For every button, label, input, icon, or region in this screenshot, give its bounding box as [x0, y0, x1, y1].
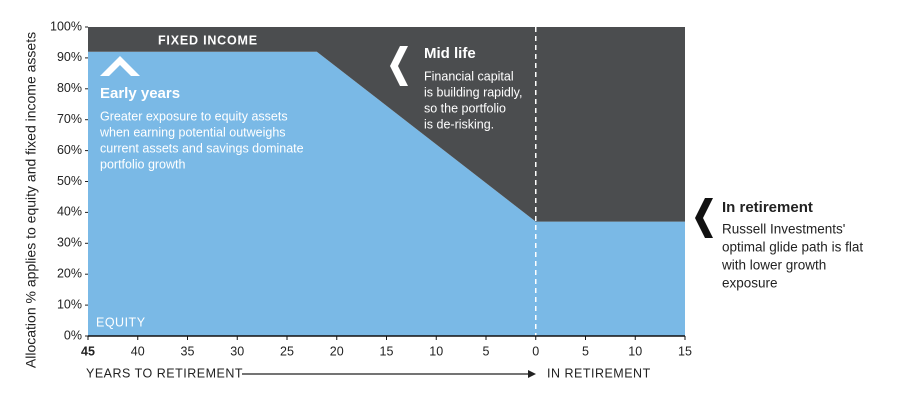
y-tick-label: 70% [57, 112, 82, 126]
series-label: EQUITY [96, 315, 146, 329]
y-tick-label: 50% [57, 174, 82, 188]
annotation-text: portfolio growth [100, 157, 186, 171]
annotation-text: so the portfolio [424, 101, 506, 115]
annotation-title: Early years [100, 85, 180, 102]
annotation-text: is building rapidly, [424, 85, 522, 99]
annotation-text: when earning potential outweighs [99, 125, 286, 139]
chevron-left [695, 198, 713, 238]
annotation-text: exposure [722, 276, 778, 291]
annotation-text: is de-risking. [424, 117, 494, 131]
annotation-text: Russell Investments' [722, 222, 845, 237]
annotation-text: Financial capital [424, 69, 514, 83]
y-tick-label: 10% [57, 297, 82, 311]
annotation-title: In retirement [722, 199, 813, 216]
x-tick-label: 10 [429, 344, 443, 358]
annotation-text: optimal glide path is flat [722, 240, 863, 255]
y-axis-label: Allocation % applies to equity and fixed… [23, 32, 39, 368]
annotation: In retirement Russell Investments' optim… [695, 198, 863, 291]
chevron-up [100, 56, 140, 76]
y-tick-label: 90% [57, 50, 82, 64]
arrow-head [528, 370, 536, 378]
y-tick-label: 30% [57, 236, 82, 250]
y-tick-label: 40% [57, 205, 82, 219]
y-tick-label: 20% [57, 266, 82, 280]
y-tick-label: 0% [64, 328, 82, 342]
annotation-title: Mid life [424, 45, 476, 62]
annotation-text: with lower growth [721, 258, 826, 273]
x-tick-label: 5 [582, 344, 589, 358]
x-tick-label: 30 [230, 344, 244, 358]
annotation-text: current assets and savings dominate [100, 141, 304, 155]
x-tick-label: 0 [532, 344, 539, 358]
x-tick-label: 15 [678, 344, 692, 358]
x-tick-label: 40 [131, 344, 145, 358]
plot-area [88, 27, 685, 336]
y-tick-label: 80% [57, 81, 82, 95]
x-tick-label: 5 [483, 344, 490, 358]
x-tick-label: 25 [280, 344, 294, 358]
x-tick-label: 20 [330, 344, 344, 358]
y-tick-label: 60% [57, 143, 82, 157]
x-tick-label: 15 [380, 344, 394, 358]
series-label: FIXED INCOME [158, 33, 258, 47]
annotation: Mid life Financial capital is building r… [390, 45, 522, 131]
annotation: Early years Greater exposure to equity a… [99, 56, 304, 171]
x-tick-label: 10 [628, 344, 642, 358]
x-axis-label: IN RETIREMENT [547, 366, 651, 380]
chevron-left [390, 46, 408, 86]
x-tick-label: 35 [181, 344, 195, 358]
x-axis-label: YEARS TO RETIREMENT [86, 366, 243, 380]
y-tick-label: 100% [50, 19, 82, 33]
x-tick-label: 45 [81, 344, 95, 358]
annotation-text: Greater exposure to equity assets [100, 109, 288, 123]
